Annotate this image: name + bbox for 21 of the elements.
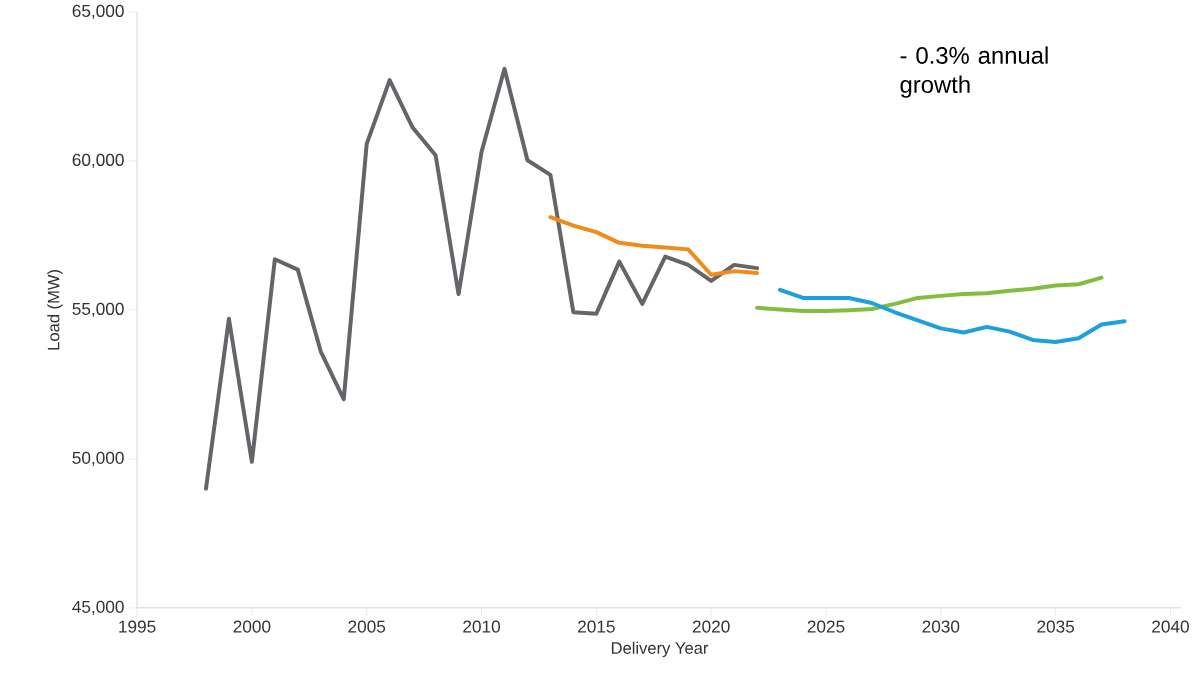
x-tick-label: 2030 bbox=[922, 620, 960, 633]
x-tick-label: 2025 bbox=[807, 620, 845, 633]
x-tick-label: 2005 bbox=[348, 620, 386, 633]
x-tick-label: 2035 bbox=[1037, 620, 1075, 633]
line-series bbox=[755, 275, 1104, 313]
y-tick-label: 45,000 bbox=[72, 600, 124, 615]
y-tick-label: 55,000 bbox=[72, 302, 124, 317]
y-tick-label: 50,000 bbox=[72, 451, 124, 466]
y-axis-title: Load (MW) bbox=[47, 269, 63, 350]
x-tick-label: 2000 bbox=[233, 620, 271, 633]
x-tick-label: 2015 bbox=[578, 620, 615, 633]
y-tick-label: 65,000 bbox=[72, 4, 124, 19]
line-series bbox=[203, 66, 760, 491]
x-axis-title: Delivery Year bbox=[611, 641, 709, 658]
x-tick-label: 2010 bbox=[463, 620, 500, 633]
x-tick-label: 2020 bbox=[692, 620, 730, 633]
line-series bbox=[548, 215, 760, 277]
y-tick-label: 60,000 bbox=[72, 153, 124, 168]
x-tick-label: 2040 bbox=[1152, 620, 1189, 633]
x-tick-label: 1995 bbox=[119, 620, 156, 633]
annotation: - 0.3% annual growth bbox=[900, 46, 1048, 98]
